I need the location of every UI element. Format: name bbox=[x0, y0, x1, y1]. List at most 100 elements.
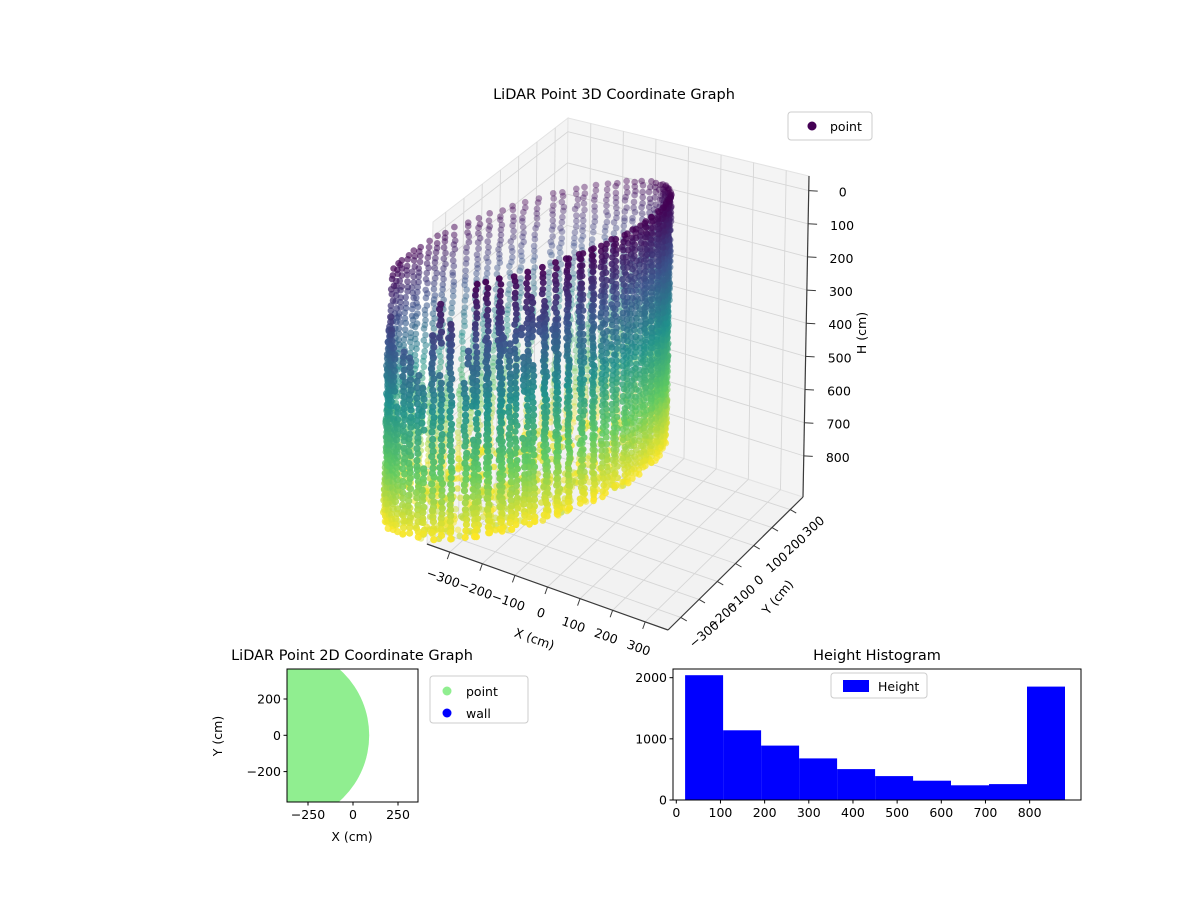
lidar-dash-point bbox=[446, 353, 454, 361]
lidar-floor-point bbox=[479, 513, 487, 520]
lidar-point bbox=[469, 492, 477, 501]
lidar-point bbox=[525, 325, 532, 333]
plot3d-xlabel: X (cm) bbox=[513, 625, 557, 653]
histogram-legend: Height bbox=[830, 672, 928, 699]
lidar-point bbox=[448, 468, 456, 476]
lidar-point bbox=[541, 362, 549, 370]
lidar-point bbox=[609, 477, 616, 485]
lidar-point bbox=[436, 364, 444, 371]
lidar-point bbox=[572, 190, 580, 198]
lidar-point bbox=[642, 223, 649, 231]
lidar-point bbox=[510, 233, 517, 241]
y-tick bbox=[753, 545, 760, 550]
lidar-dash-point bbox=[536, 327, 544, 336]
z-tick-label: 400 bbox=[828, 317, 852, 332]
lidar-point bbox=[463, 244, 470, 251]
lidar-point bbox=[451, 245, 459, 253]
lidar-point bbox=[475, 230, 482, 237]
lidar-point bbox=[418, 486, 426, 494]
lidar-point bbox=[566, 482, 574, 490]
lidar-point bbox=[603, 344, 611, 352]
lidar-point bbox=[654, 370, 662, 378]
lidar-point bbox=[504, 321, 511, 329]
lidar-point bbox=[526, 496, 533, 504]
lidar-point bbox=[621, 419, 629, 427]
lidar-point bbox=[612, 224, 620, 232]
lidar-point bbox=[578, 456, 585, 464]
lidar-point bbox=[553, 453, 561, 461]
lidar-point bbox=[623, 183, 630, 191]
lidar-point bbox=[405, 396, 414, 404]
lidar-point bbox=[407, 413, 415, 421]
legend-marker-wall bbox=[442, 708, 452, 718]
lidar-point bbox=[496, 482, 504, 490]
lidar-point bbox=[639, 200, 646, 207]
lidar-point bbox=[541, 374, 549, 382]
lidar-point bbox=[525, 406, 532, 414]
lidar-point bbox=[610, 294, 618, 301]
lidar-point bbox=[559, 189, 566, 196]
lidar-point bbox=[545, 273, 552, 281]
lidar-point bbox=[497, 401, 505, 409]
lidar-point bbox=[570, 242, 578, 250]
lidar-point bbox=[459, 345, 467, 353]
lidar-point bbox=[647, 240, 655, 248]
lidar-point bbox=[472, 336, 480, 343]
lidar-point bbox=[531, 235, 539, 243]
lidar-point bbox=[505, 363, 513, 371]
lidar-point bbox=[525, 435, 532, 443]
lidar-point bbox=[419, 390, 427, 398]
lidar-point bbox=[628, 343, 636, 351]
lidar-point bbox=[438, 447, 446, 455]
lidar-point bbox=[610, 446, 617, 453]
lidar-point bbox=[529, 398, 537, 406]
lidar-floor-point bbox=[456, 532, 464, 540]
lidar-point bbox=[637, 322, 645, 330]
lidar-point bbox=[647, 458, 655, 466]
lidar-point bbox=[531, 253, 538, 260]
lidar-point bbox=[521, 471, 529, 479]
lidar-point bbox=[485, 529, 493, 537]
lidar-point bbox=[589, 415, 596, 422]
lidar-point bbox=[496, 292, 504, 300]
lidar-point bbox=[576, 342, 583, 349]
lidar-point bbox=[473, 420, 480, 428]
lidar-point bbox=[637, 239, 645, 246]
lidar-point bbox=[534, 199, 542, 206]
lidar-point bbox=[461, 533, 469, 542]
lidar-point bbox=[417, 252, 424, 260]
lidar-point bbox=[510, 217, 517, 225]
lidar-point bbox=[508, 525, 516, 534]
lidar-point bbox=[648, 288, 655, 296]
lidar-point bbox=[410, 257, 418, 264]
lidar-point bbox=[597, 464, 605, 472]
lidar-point bbox=[399, 482, 407, 490]
lidar-point bbox=[433, 269, 441, 277]
z-tick-label: 300 bbox=[829, 284, 853, 299]
lidar-point bbox=[413, 384, 421, 392]
lidar-point bbox=[495, 329, 503, 337]
lidar-point bbox=[571, 403, 578, 410]
lidar-point bbox=[549, 217, 557, 224]
x-tick-label: 0 bbox=[349, 807, 357, 822]
lidar-point bbox=[474, 365, 481, 372]
lidar-point bbox=[425, 264, 432, 272]
lidar-point bbox=[554, 437, 562, 445]
z-tick bbox=[803, 455, 813, 457]
lidar-point bbox=[399, 489, 407, 497]
lidar-point bbox=[541, 494, 548, 501]
gridline-h bbox=[431, 193, 808, 304]
lidar-point bbox=[540, 307, 547, 315]
lidar-point bbox=[591, 218, 599, 225]
lidar-point bbox=[461, 312, 468, 320]
lidar-point bbox=[559, 213, 566, 221]
lidar-point bbox=[598, 258, 606, 266]
lidar-point bbox=[399, 353, 407, 361]
lidar-point bbox=[647, 383, 655, 390]
lidar-point bbox=[578, 429, 586, 437]
lidar-point bbox=[648, 302, 656, 310]
lidar-point bbox=[428, 442, 436, 450]
lidar-point bbox=[428, 428, 436, 436]
lidar-point bbox=[519, 353, 528, 361]
lidar-point bbox=[579, 212, 586, 219]
